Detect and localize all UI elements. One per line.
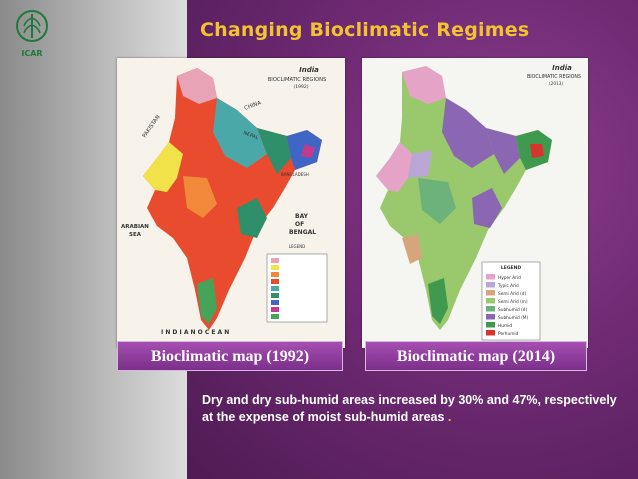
legend-swatch <box>486 322 495 328</box>
legend-swatch <box>486 290 495 296</box>
legend-label: Subhumid (d) <box>498 307 528 313</box>
map1-header-country: India <box>299 66 319 74</box>
map-1992-graphic: India BIOCLIMATIC REGIONS (1992) PAKISTA… <box>117 58 345 348</box>
label-bay: BAY <box>295 213 309 220</box>
map2-header-year: (2013) <box>549 81 563 86</box>
label-arabian: ARABIAN <box>121 224 149 230</box>
map1-header-title: BIOCLIMATIC REGIONS <box>268 77 327 83</box>
label-nepal: NEPAL <box>242 130 259 141</box>
legend-swatch <box>486 314 495 320</box>
label-sea: SEA <box>129 232 142 238</box>
map-2014-graphic: India BIOCLIMATIC REGIONS (2013) LEGEND … <box>362 58 588 348</box>
summary-note-text: Dry and dry sub-humid areas increased by… <box>202 393 617 424</box>
label-of: OF <box>295 221 304 228</box>
legend-swatch <box>486 330 495 336</box>
legend-label: Humid <box>498 323 512 329</box>
label-bangladesh: BANGLADESH <box>281 172 309 177</box>
legend-label: Perhumid <box>498 331 519 337</box>
slide-title: Changing Bioclimatic Regimes <box>200 19 530 41</box>
bioclimatic-map-1992: India BIOCLIMATIC REGIONS (1992) PAKISTA… <box>117 58 345 348</box>
legend-swatch <box>486 306 495 312</box>
bioclimatic-map-2014: India BIOCLIMATIC REGIONS (2013) LEGEND … <box>362 58 588 348</box>
caption-2014: Bioclimatic map (2014) <box>365 341 587 371</box>
summary-note-end-mark: . <box>447 410 452 424</box>
legend-label: Typic Arid <box>497 283 519 289</box>
label-bengal: BENGAL <box>289 229 316 236</box>
map2-legend-title: LEGEND <box>501 265 521 271</box>
map2-legend-items: Hyper Arid Typic Arid Semi Arid (d) Semi Ar… <box>486 274 528 337</box>
map1-legend-swatches <box>271 258 279 319</box>
legend-swatch <box>486 274 495 280</box>
icar-logo: ICAR <box>12 8 52 60</box>
legend-label: Subhumid (M) <box>498 315 528 321</box>
label-indian-ocean: I N D I A N O C E A N <box>161 329 229 336</box>
map1-legend-title: LEGEND <box>289 244 305 249</box>
label-china: CHINA <box>244 100 263 112</box>
legend-label: Semi Arid (m) <box>498 299 528 305</box>
map1-header-year: (1992) <box>294 84 309 90</box>
caption-1992: Bioclimatic map (1992) <box>117 341 343 371</box>
summary-note: Dry and dry sub-humid areas increased by… <box>202 392 622 426</box>
logo-text: ICAR <box>21 49 42 58</box>
map2-header-title: BIOCLIMATIC REGIONS <box>527 74 581 80</box>
legend-label: Semi Arid (d) <box>498 291 527 297</box>
legend-swatch <box>486 282 495 288</box>
legend-label: Hyper Arid <box>498 275 521 281</box>
map2-header-country: India <box>552 64 572 72</box>
wheat-emblem-icon: ICAR <box>16 10 48 58</box>
legend-swatch <box>486 298 495 304</box>
